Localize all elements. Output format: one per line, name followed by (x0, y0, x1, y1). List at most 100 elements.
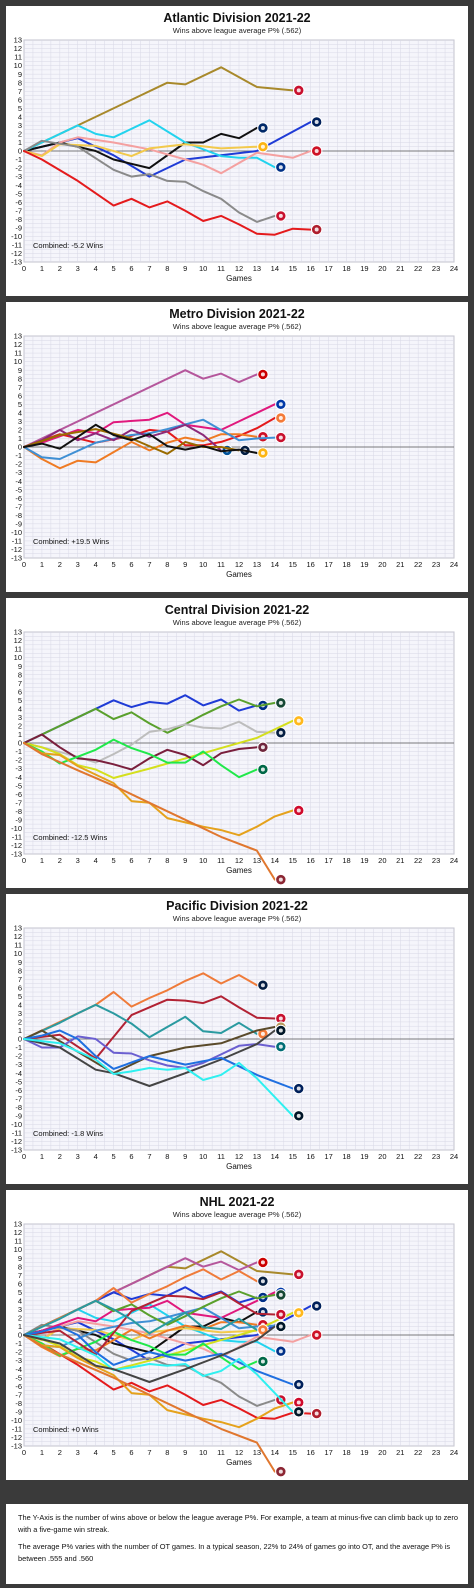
x-tick-label: 13 (253, 560, 261, 569)
x-tick-label: 24 (450, 856, 458, 865)
x-tick-label: 2 (58, 560, 62, 569)
x-tick-label: 15 (289, 1448, 297, 1457)
y-tick-label: -3 (15, 468, 22, 477)
team-line-5 (23, 1320, 312, 1359)
y-tick-label: 1 (18, 138, 22, 147)
x-tick-label: 17 (324, 560, 332, 569)
y-tick-label: -4 (15, 1365, 22, 1374)
y-tick-label: -8 (15, 1399, 22, 1408)
y-tick-label: -8 (15, 807, 22, 816)
team-logo-center-icon (278, 1469, 283, 1474)
x-axis-label: Games (226, 1162, 252, 1171)
x-tick-label: 9 (183, 264, 187, 273)
team-line-1 (23, 694, 258, 744)
y-tick-label: 10 (14, 357, 22, 366)
x-tick-label: 21 (396, 856, 404, 865)
x-tick-label: 9 (183, 856, 187, 865)
y-tick-label: -11 (12, 241, 22, 250)
x-tick-label: 12 (235, 856, 243, 865)
x-tick-label: 23 (432, 560, 440, 569)
y-tick-label: -12 (11, 545, 22, 554)
y-tick-label: 10 (14, 61, 22, 70)
y-tick-label: -13 (11, 554, 22, 563)
central-chart-panel: Central Division 2021-22 Wins above leagu… (6, 598, 468, 888)
team-logo-center-icon (278, 1028, 283, 1033)
x-tick-label: 7 (147, 856, 151, 865)
team-line-5 (23, 1035, 276, 1069)
atlantic-chart-panel: Atlantic Division 2021-22 Wins above leag… (6, 6, 468, 296)
y-tick-label: 3 (18, 713, 22, 722)
x-tick-label: 15 (289, 1152, 297, 1161)
y-tick-label: 0 (18, 1331, 22, 1340)
y-tick-label: 0 (18, 739, 22, 748)
y-tick-label: 7 (18, 1271, 22, 1280)
team-logo-center-icon (278, 1312, 283, 1317)
x-tick-label: 1 (40, 1448, 44, 1457)
x-tick-label: 1 (40, 856, 44, 865)
y-tick-label: -10 (11, 232, 22, 241)
x-tick-label: 6 (129, 264, 133, 273)
x-tick-label: 5 (111, 856, 115, 865)
team-logo-center-icon (260, 1260, 265, 1265)
x-tick-label: 6 (129, 560, 133, 569)
team-logo-center-icon (296, 1409, 301, 1414)
y-tick-label: 2 (18, 722, 22, 731)
team-line-6 (23, 738, 258, 779)
y-tick-label: 9 (18, 70, 22, 79)
x-tick-label: 14 (271, 856, 279, 865)
team-logo-center-icon (296, 1113, 301, 1118)
y-tick-label: -11 (12, 1425, 22, 1434)
y-tick-label: -3 (15, 172, 22, 181)
team-logo-center-icon (296, 1272, 301, 1277)
team-logo-center-icon (278, 415, 283, 420)
x-tick-label: 0 (22, 1152, 26, 1161)
x-tick-label: 1 (40, 1152, 44, 1161)
x-tick-label: 19 (360, 1152, 368, 1161)
x-axis-label: Games (226, 570, 252, 579)
team-logo-center-icon (260, 983, 265, 988)
chart-title: Central Division 2021-22 (165, 603, 310, 617)
y-tick-label: 11 (14, 349, 22, 358)
x-tick-label: 14 (271, 1448, 279, 1457)
x-tick-label: 11 (217, 1152, 225, 1161)
x-tick-label: 8 (165, 856, 169, 865)
x-tick-label: 8 (165, 1152, 169, 1161)
team-line-7 (23, 428, 240, 455)
x-tick-label: 1 (40, 560, 44, 569)
y-tick-label: -8 (15, 215, 22, 224)
team-logo-center-icon (314, 1411, 319, 1416)
team-line-5 (23, 136, 312, 175)
team-line-14 (23, 1290, 276, 1336)
team-logo-center-icon (296, 88, 301, 93)
team-line-4 (23, 433, 258, 470)
x-tick-label: 3 (76, 1152, 80, 1161)
y-tick-label: 0 (18, 1035, 22, 1044)
x-tick-label: 12 (235, 264, 243, 273)
team-logo-center-icon (260, 745, 265, 750)
team-line-7 (23, 139, 276, 223)
y-tick-label: -12 (11, 1137, 22, 1146)
y-tick-label: -10 (11, 1120, 22, 1129)
y-tick-label: -10 (11, 528, 22, 537)
team-line-23 (23, 1334, 294, 1413)
y-tick-label: 7 (18, 975, 22, 984)
x-tick-label: 22 (414, 856, 422, 865)
x-tick-label: 6 (129, 1448, 133, 1457)
y-tick-label: -13 (11, 258, 22, 267)
y-tick-label: 12 (14, 340, 22, 349)
x-tick-label: 16 (306, 560, 314, 569)
team-logo-center-icon (260, 1279, 265, 1284)
y-tick-label: 10 (14, 653, 22, 662)
y-tick-label: 11 (14, 1237, 22, 1246)
y-tick-label: 0 (18, 147, 22, 156)
x-tick-label: 20 (378, 264, 386, 273)
y-tick-label: -8 (15, 1103, 22, 1112)
team-logo-center-icon (278, 165, 283, 170)
y-tick-label: 1 (18, 1026, 22, 1035)
x-tick-label: 8 (165, 1448, 169, 1457)
y-tick-label: 9 (18, 366, 22, 375)
y-tick-label: -8 (15, 511, 22, 520)
y-tick-label: -2 (15, 460, 22, 469)
x-tick-label: 13 (253, 264, 261, 273)
